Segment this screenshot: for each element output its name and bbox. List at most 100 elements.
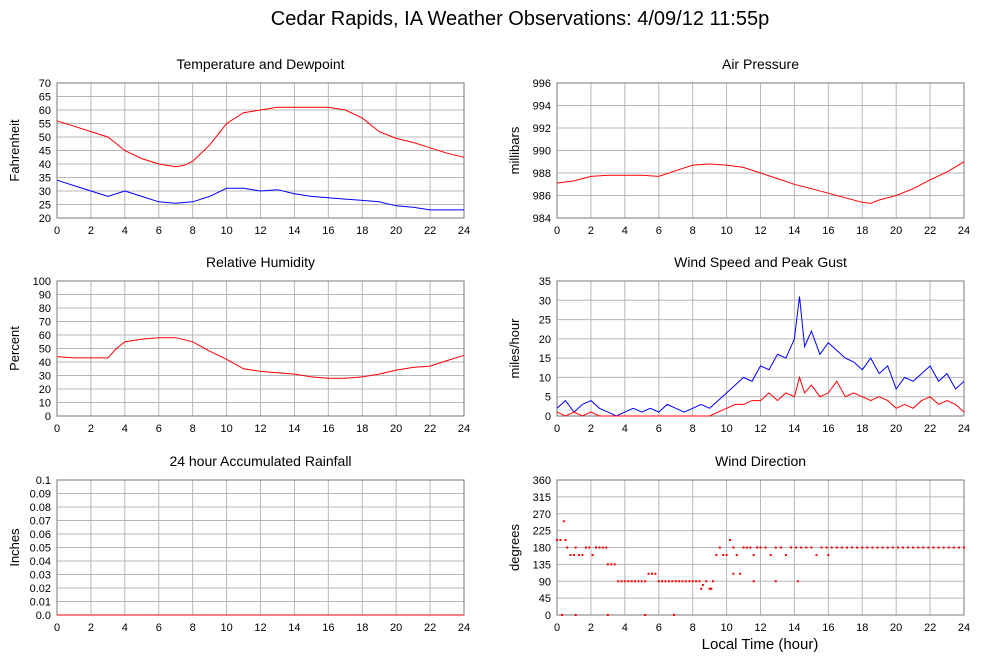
- y-tick-label: 135: [533, 559, 551, 571]
- x-tick-label: 20: [890, 622, 902, 634]
- x-tick-label: 16: [822, 225, 834, 237]
- scatter-point: [617, 580, 620, 583]
- scatter-point: [606, 614, 609, 616]
- scatter-point: [749, 546, 752, 549]
- y-tick-label: 50: [39, 344, 51, 356]
- x-tick-label: 12: [754, 225, 766, 237]
- x-tick-label: 24: [458, 225, 470, 237]
- scatter-point: [566, 546, 569, 549]
- x-tick-label: 18: [856, 225, 868, 237]
- y-tick-label: 988: [533, 168, 551, 180]
- scatter-point: [840, 546, 843, 549]
- scatter-point: [871, 546, 874, 549]
- plot-frame: [556, 280, 965, 417]
- scatter-point: [907, 546, 910, 549]
- x-tick-label: 16: [822, 423, 834, 435]
- scatter-point: [732, 572, 735, 575]
- y-tick-label: 0.06: [30, 529, 51, 541]
- scatter-point: [572, 554, 575, 556]
- x-tick-label: 20: [390, 622, 402, 634]
- y-tick-label: 50: [39, 132, 51, 144]
- x-tick-label: 2: [88, 423, 94, 435]
- y-tick-label: 25: [39, 200, 51, 212]
- y-tick-label: 0: [45, 411, 51, 423]
- x-tick-label: 20: [890, 225, 902, 237]
- scatter-point: [701, 584, 704, 586]
- y-tick-label: 0.1: [36, 475, 51, 487]
- scatter-point: [613, 563, 616, 566]
- scatter-point: [574, 546, 577, 549]
- y-tick-label: 15: [539, 353, 551, 365]
- y-tick-label: 20: [39, 384, 51, 396]
- y-tick-label: 65: [39, 92, 51, 104]
- y-tick-label: 0.01: [30, 597, 51, 609]
- y-tick-label: 10: [539, 372, 551, 384]
- scatter-point: [756, 546, 759, 549]
- y-tick-label: 55: [39, 119, 51, 131]
- y-tick-label: 0: [545, 411, 551, 423]
- scatter-point: [556, 539, 558, 541]
- scatter-point: [820, 546, 823, 549]
- x-tick-label: 2: [588, 622, 594, 634]
- scatter-point: [876, 546, 879, 549]
- scatter-point: [623, 580, 626, 583]
- scatter-point: [796, 580, 799, 583]
- x-tick-label: 10: [220, 225, 232, 237]
- x-tick-label: 10: [720, 423, 732, 435]
- panel-title: Air Pressure: [722, 56, 799, 72]
- scatter-point: [695, 580, 698, 583]
- y-axis-label: miles/hour: [507, 318, 522, 379]
- scatter-point: [774, 580, 777, 583]
- scatter-point: [963, 546, 965, 549]
- series-line: [56, 106, 465, 168]
- x-tick-label: 16: [322, 423, 334, 435]
- scatter-point: [825, 546, 828, 549]
- scatter-point: [710, 587, 713, 590]
- scatter-point: [752, 554, 755, 556]
- scatter-point: [759, 546, 762, 549]
- x-tick-label: 4: [622, 423, 628, 435]
- y-axis-label: degrees: [507, 524, 522, 571]
- scatter-point: [725, 554, 728, 556]
- scatter-point: [667, 580, 670, 583]
- x-tick-label: 8: [690, 423, 696, 435]
- x-tick-label: 14: [288, 423, 300, 435]
- x-tick-label: 18: [856, 423, 868, 435]
- scatter-point: [654, 572, 657, 575]
- y-tick-label: 270: [533, 509, 551, 521]
- x-tick-label: 4: [622, 622, 628, 634]
- y-tick-label: 60: [39, 330, 51, 342]
- scatter-point: [845, 546, 848, 549]
- figure-title: Cedar Rapids, IA Weather Observations: 4…: [271, 8, 769, 30]
- y-tick-label: 996: [533, 78, 551, 90]
- x-tick-label: 20: [890, 423, 902, 435]
- scatter-point: [917, 546, 920, 549]
- scatter-point: [559, 539, 562, 541]
- x-tick-label: 8: [190, 225, 196, 237]
- y-tick-label: 60: [39, 105, 51, 117]
- scatter-point: [678, 580, 681, 583]
- x-tick-label: 0: [54, 423, 60, 435]
- y-tick-label: 0.07: [30, 516, 51, 528]
- x-tick-label: 14: [788, 622, 800, 634]
- series-line: [556, 296, 965, 417]
- x-tick-label: 18: [356, 225, 368, 237]
- y-tick-label: 40: [39, 159, 51, 171]
- y-axis-label: Percent: [7, 326, 22, 371]
- panel-title: Wind Direction: [715, 453, 806, 469]
- series-line: [556, 161, 965, 204]
- x-tick-label: 6: [156, 622, 162, 634]
- scatter-point: [769, 554, 772, 556]
- scatter-point: [735, 554, 738, 556]
- panel-title: 24 hour Accumulated Rainfall: [169, 453, 351, 469]
- scatter-point: [606, 563, 609, 566]
- y-tick-label: 315: [533, 492, 551, 504]
- panel-title: Wind Speed and Peak Gust: [674, 254, 847, 270]
- scatter-point: [779, 546, 782, 549]
- x-tick-label: 14: [288, 225, 300, 237]
- y-tick-label: 0.04: [30, 556, 51, 568]
- scatter-point: [912, 546, 915, 549]
- scatter-point: [712, 580, 715, 583]
- y-tick-label: 0.0: [36, 610, 51, 622]
